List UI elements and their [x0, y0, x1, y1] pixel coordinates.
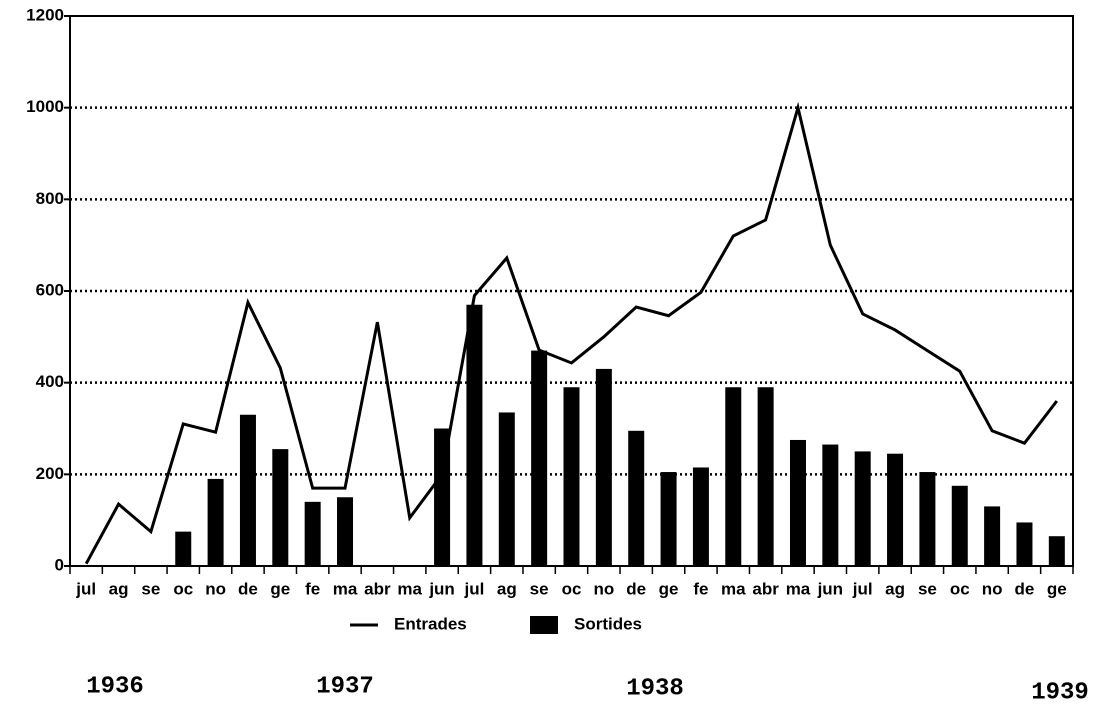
x-tick-label: se [141, 579, 160, 598]
x-tick-label: ma [333, 579, 358, 598]
x-tick-label: se [530, 579, 549, 598]
x-tick-label: jun [428, 579, 455, 598]
y-tick-label: 1000 [26, 97, 64, 116]
bar [337, 497, 354, 566]
x-tick-label: jul [852, 579, 873, 598]
x-tick-label: de [1015, 579, 1035, 598]
x-tick-label: no [205, 579, 226, 598]
bar [757, 387, 774, 566]
bar [692, 467, 709, 566]
bar [304, 501, 321, 566]
bar [207, 478, 224, 566]
bar [239, 414, 256, 566]
x-tick-label: ma [397, 579, 422, 598]
y-tick-label: 400 [36, 372, 64, 391]
bar [498, 412, 515, 566]
year-label: 1937 [316, 673, 374, 700]
x-tick-label: ag [109, 579, 129, 598]
x-tick-label: fe [305, 579, 320, 598]
x-tick-label: de [238, 579, 258, 598]
bar [175, 531, 192, 566]
bar [1016, 522, 1033, 566]
y-tick-label: 200 [36, 464, 64, 483]
bar [1048, 536, 1065, 566]
y-tick-label: 800 [36, 189, 64, 208]
x-tick-label: jul [464, 579, 485, 598]
year-label: 1939 [1031, 679, 1089, 704]
x-tick-label: oc [562, 579, 582, 598]
x-tick-label: fe [693, 579, 708, 598]
bar [272, 449, 289, 566]
x-tick-label: ma [721, 579, 746, 598]
x-tick-label: no [593, 579, 614, 598]
x-tick-label: abr [364, 579, 391, 598]
x-tick-label: ma [786, 579, 811, 598]
x-tick-label: se [918, 579, 937, 598]
bar [822, 444, 839, 566]
x-tick-label: ge [1047, 579, 1067, 598]
bar [595, 368, 612, 566]
x-tick-label: oc [950, 579, 970, 598]
y-tick-label: 600 [36, 280, 64, 299]
bar [434, 428, 451, 566]
y-tick-label: 0 [55, 555, 64, 574]
x-tick-label: ge [270, 579, 290, 598]
bar [854, 451, 871, 566]
bar [563, 387, 580, 566]
year-label: 1938 [626, 675, 684, 702]
bar [531, 350, 548, 566]
x-tick-label: jun [817, 579, 844, 598]
bar [984, 506, 1001, 566]
x-tick-label: oc [173, 579, 193, 598]
bar [919, 472, 936, 566]
bar [887, 453, 904, 566]
x-tick-label: ag [497, 579, 517, 598]
y-tick-label: 1200 [26, 5, 64, 24]
x-tick-label: abr [752, 579, 779, 598]
bar [466, 304, 483, 566]
year-label: 1936 [86, 673, 144, 700]
bar [789, 439, 806, 566]
legend-swatch [530, 616, 558, 634]
x-tick-label: de [626, 579, 646, 598]
legend-label: Entrades [394, 614, 467, 633]
x-tick-label: ag [885, 579, 905, 598]
bar [660, 472, 677, 566]
x-tick-label: ge [659, 579, 679, 598]
legend-label: Sortides [574, 614, 642, 633]
bar [628, 430, 645, 566]
x-tick-label: jul [75, 579, 96, 598]
line [84, 101, 1059, 565]
bar [951, 485, 968, 566]
x-tick-label: no [982, 579, 1003, 598]
bar [725, 387, 742, 566]
